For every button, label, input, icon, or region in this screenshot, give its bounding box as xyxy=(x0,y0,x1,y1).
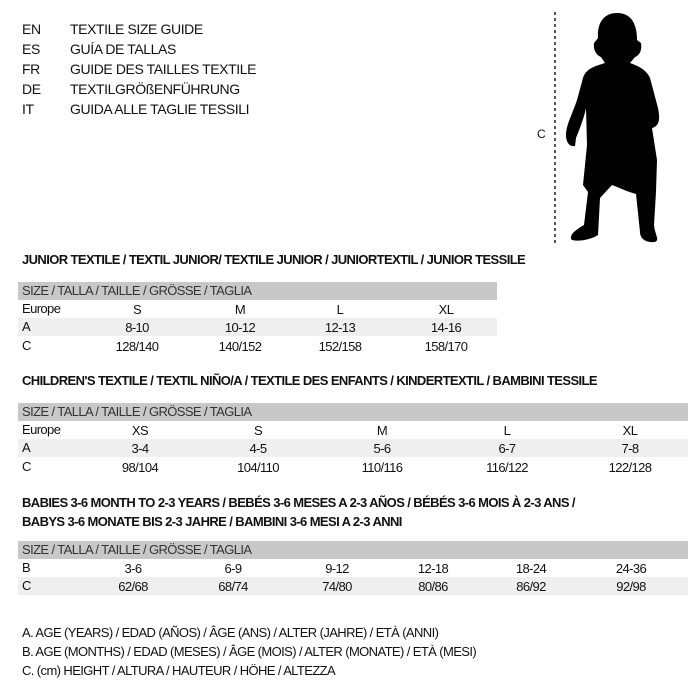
lang-title-en: TEXTILE SIZE GUIDE xyxy=(70,21,203,37)
table-cell: 12-13 xyxy=(324,320,356,335)
junior-header-bar xyxy=(18,282,497,300)
row-label: A xyxy=(22,319,31,334)
table-cell: 7-8 xyxy=(621,441,640,456)
measure-label-c: C xyxy=(537,127,546,141)
row-label: C xyxy=(22,338,31,353)
table-cell: 122/128 xyxy=(608,460,652,475)
children-section-title: CHILDREN'S TEXTILE / TEXTIL NIÑO/A / TEX… xyxy=(22,373,598,388)
table-cell: 6-7 xyxy=(498,441,517,456)
children-header-bar xyxy=(18,403,688,421)
table-cell: 9-12 xyxy=(325,561,349,576)
table-cell: 10-12 xyxy=(224,320,256,335)
table-cell: 18-24 xyxy=(515,561,547,576)
table-cell: 3-4 xyxy=(131,441,150,456)
table-cell: 5-6 xyxy=(373,441,392,456)
lang-code-it: IT xyxy=(22,101,34,117)
babies-section-title-line1: BABIES 3-6 MONTH TO 2-3 YEARS / BEBÉS 3-… xyxy=(22,495,576,510)
table-cell: 6-9 xyxy=(224,561,243,576)
table-cell: L xyxy=(503,423,511,438)
table-cell: 80/86 xyxy=(418,579,448,594)
table-cell: 98/104 xyxy=(121,460,159,475)
child-silhouette xyxy=(566,13,660,243)
row-label: A xyxy=(22,440,31,455)
junior-row-stripe xyxy=(18,318,497,336)
row-label: B xyxy=(22,560,31,575)
child-silhouette-icon xyxy=(554,12,660,243)
legend-c: C. (cm) HEIGHT / ALTURA / HAUTEUR / HÖHE… xyxy=(22,663,336,678)
table-cell: XL xyxy=(622,423,638,438)
table-cell: 8-10 xyxy=(125,320,149,335)
babies-row-stripe xyxy=(18,577,688,595)
table-cell: 128/140 xyxy=(115,339,159,354)
table-cell: XL xyxy=(438,302,454,317)
table-cell: 158/170 xyxy=(424,339,468,354)
table-cell: S xyxy=(132,302,142,317)
table-cell: 24-36 xyxy=(615,561,647,576)
legend-a: A. AGE (YEARS) / EDAD (AÑOS) / ÂGE (ANS)… xyxy=(22,625,439,640)
table-cell: 116/122 xyxy=(486,460,528,475)
table-cell: L xyxy=(336,302,344,317)
children-header: SIZE / TALLA / TAILLE / GRÖSSE / TAGLIA xyxy=(22,404,252,419)
table-cell: 92/98 xyxy=(616,579,646,594)
legend-b: B. AGE (MONTHS) / EDAD (MESES) / ÂGE (MO… xyxy=(22,644,477,659)
babies-header-bar xyxy=(18,541,688,559)
junior-header: SIZE / TALLA / TAILLE / GRÖSSE / TAGLIA xyxy=(22,283,252,298)
lang-title-es: GUÍA DE TALLAS xyxy=(70,41,176,57)
children-row-stripe xyxy=(18,439,688,457)
row-label: Europe xyxy=(22,301,61,316)
table-cell: 12-18 xyxy=(417,561,449,576)
babies-section-title-line2: BABYS 3-6 MONATE BIS 2-3 JAHRE / BAMBINI… xyxy=(22,514,402,529)
table-cell: M xyxy=(376,423,388,438)
table-cell: 104/110 xyxy=(237,460,279,475)
lang-code-fr: FR xyxy=(22,61,40,77)
table-cell: 62/68 xyxy=(118,579,148,594)
lang-title-de: TEXTILGRÖßENFÜHRUNG xyxy=(70,81,240,97)
table-cell: 14-16 xyxy=(430,320,462,335)
table-cell: 152/158 xyxy=(318,339,362,354)
table-cell: M xyxy=(234,302,246,317)
table-cell: 110/116 xyxy=(361,460,403,475)
lang-code-es: ES xyxy=(22,41,40,57)
lang-title-fr: GUIDE DES TAILLES TEXTILE xyxy=(70,61,257,77)
table-cell: 4-5 xyxy=(249,441,268,456)
table-cell: 68/74 xyxy=(218,579,248,594)
table-cell: S xyxy=(253,423,263,438)
table-cell: XS xyxy=(131,423,149,438)
lang-code-en: EN xyxy=(22,21,41,37)
row-label: C xyxy=(22,578,31,593)
table-cell: 3-6 xyxy=(124,561,143,576)
table-cell: 140/152 xyxy=(218,339,262,354)
lang-code-de: DE xyxy=(22,81,41,97)
table-cell: 86/92 xyxy=(516,579,546,594)
lang-title-it: GUIDA ALLE TAGLIE TESSILI xyxy=(70,101,250,117)
babies-header: SIZE / TALLA / TAILLE / GRÖSSE / TAGLIA xyxy=(22,542,252,557)
row-label: Europe xyxy=(22,422,61,437)
table-cell: 74/80 xyxy=(322,579,352,594)
row-label: C xyxy=(22,459,31,474)
junior-section-title: JUNIOR TEXTILE / TEXTIL JUNIOR/ TEXTILE … xyxy=(22,252,526,267)
